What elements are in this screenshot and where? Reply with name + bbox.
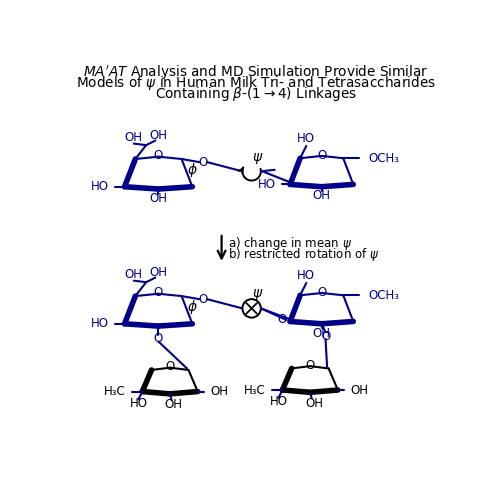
Text: HO: HO <box>298 269 316 282</box>
Text: HO: HO <box>270 395 287 408</box>
Text: HO: HO <box>298 132 316 145</box>
Text: OCH₃: OCH₃ <box>368 152 399 165</box>
Text: OH: OH <box>150 266 168 280</box>
Text: $\mathit{MA'AT}$ Analysis and MD Simulation Provide Similar: $\mathit{MA'AT}$ Analysis and MD Simulat… <box>84 64 429 82</box>
Text: OH: OH <box>312 326 330 339</box>
Text: O: O <box>166 360 174 373</box>
Text: O: O <box>154 150 163 163</box>
Text: HO: HO <box>91 317 109 330</box>
Text: Models of $\psi$ in Human Milk Tri- and Tetrasaccharides: Models of $\psi$ in Human Milk Tri- and … <box>76 74 436 92</box>
Text: O: O <box>278 314 287 326</box>
Text: $\psi$: $\psi$ <box>252 287 264 302</box>
Text: O: O <box>317 149 326 162</box>
Text: OH: OH <box>125 131 143 144</box>
Text: O: O <box>154 332 163 345</box>
Text: O: O <box>321 330 330 343</box>
Text: HO: HO <box>91 180 109 193</box>
Text: O: O <box>306 359 315 372</box>
Text: b) restricted rotation of $\psi$: b) restricted rotation of $\psi$ <box>228 246 379 263</box>
Text: O: O <box>317 286 326 299</box>
Text: $\phi$: $\phi$ <box>187 298 198 316</box>
Text: H₃C: H₃C <box>104 385 126 398</box>
Text: OH: OH <box>165 398 183 411</box>
Text: OCH₃: OCH₃ <box>368 289 399 302</box>
Text: a) change in mean $\psi$: a) change in mean $\psi$ <box>228 235 352 252</box>
Text: H₃C: H₃C <box>244 383 266 396</box>
Text: OH: OH <box>150 192 168 205</box>
Text: OH: OH <box>350 383 368 396</box>
Text: OH: OH <box>150 130 168 142</box>
Text: Containing $\beta$-(1$\rightarrow$4) Linkages: Containing $\beta$-(1$\rightarrow$4) Lin… <box>155 85 358 103</box>
Text: HO: HO <box>258 178 276 191</box>
Text: $\psi$: $\psi$ <box>252 151 264 166</box>
Text: OH: OH <box>312 189 330 203</box>
Text: O: O <box>154 286 163 300</box>
Text: $\phi$: $\phi$ <box>187 161 198 179</box>
Text: OH: OH <box>210 385 228 398</box>
Text: OH: OH <box>305 397 323 410</box>
Text: O: O <box>198 155 207 169</box>
Text: O: O <box>198 293 207 305</box>
Text: OH: OH <box>125 268 143 281</box>
Text: HO: HO <box>130 397 148 410</box>
